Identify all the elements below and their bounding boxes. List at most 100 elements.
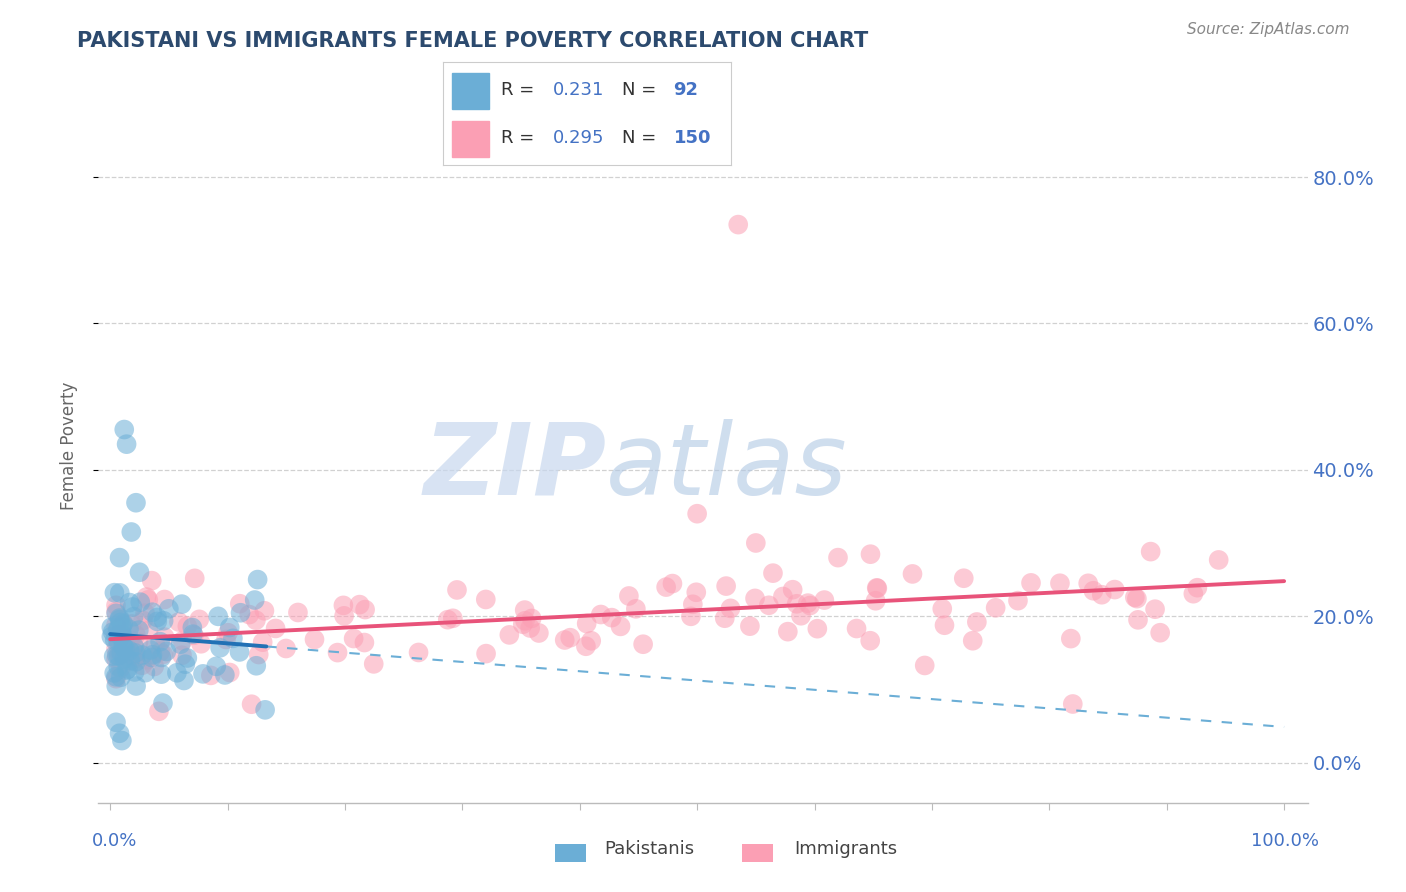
- Point: [124, 649, 146, 664]
- Point: [103, 665, 125, 680]
- Point: [153, 630, 176, 644]
- Point: [436, 613, 458, 627]
- Text: 0.231: 0.231: [553, 80, 603, 99]
- Point: [222, 632, 245, 646]
- Point: [141, 605, 163, 619]
- Point: [790, 608, 813, 623]
- Text: N =: N =: [621, 129, 662, 147]
- Point: [655, 580, 678, 594]
- Point: [901, 566, 924, 581]
- Point: [176, 619, 198, 633]
- Point: [111, 620, 134, 634]
- Point: [682, 597, 704, 611]
- Point: [181, 620, 204, 634]
- Point: [105, 629, 128, 643]
- Point: [135, 653, 157, 667]
- Point: [181, 627, 204, 641]
- Point: [245, 658, 267, 673]
- Point: [155, 644, 177, 658]
- Point: [714, 579, 737, 593]
- Point: [589, 607, 612, 622]
- Point: [124, 651, 146, 665]
- Point: [122, 609, 145, 624]
- Point: [560, 631, 582, 645]
- Point: [209, 640, 232, 655]
- Point: [105, 715, 128, 730]
- Point: [575, 639, 598, 653]
- Point: [1208, 553, 1230, 567]
- Point: [813, 593, 835, 607]
- Point: [125, 628, 148, 642]
- Text: 0.0%: 0.0%: [91, 832, 136, 850]
- Point: [245, 613, 267, 627]
- Point: [797, 596, 820, 610]
- Point: [1007, 593, 1029, 607]
- Point: [125, 679, 148, 693]
- Point: [520, 611, 543, 625]
- Point: [217, 625, 239, 640]
- Point: [1182, 587, 1205, 601]
- Text: 150: 150: [673, 129, 711, 147]
- Point: [108, 726, 131, 740]
- Point: [1126, 591, 1149, 606]
- Point: [112, 640, 135, 655]
- Point: [782, 582, 804, 597]
- Point: [118, 596, 141, 610]
- Point: [229, 606, 252, 620]
- Point: [218, 665, 240, 680]
- Point: [100, 620, 122, 634]
- Text: atlas: atlas: [606, 419, 848, 516]
- Point: [117, 662, 139, 676]
- Point: [110, 615, 132, 630]
- Point: [600, 610, 623, 624]
- Point: [115, 641, 138, 656]
- Point: [1104, 582, 1126, 597]
- Point: [617, 589, 640, 603]
- Point: [786, 597, 808, 611]
- Point: [101, 625, 124, 640]
- Point: [152, 614, 174, 628]
- Point: [107, 648, 129, 663]
- Point: [247, 648, 270, 662]
- Point: [115, 663, 138, 677]
- Point: [1144, 602, 1167, 616]
- Point: [125, 642, 148, 657]
- Point: [112, 637, 135, 651]
- Point: [110, 661, 132, 675]
- Point: [745, 536, 768, 550]
- Point: [1139, 544, 1161, 558]
- Point: [146, 610, 169, 624]
- Point: [124, 646, 146, 660]
- Point: [865, 593, 887, 607]
- Point: [287, 606, 309, 620]
- Point: [121, 616, 143, 631]
- Point: [138, 624, 160, 638]
- Point: [124, 665, 146, 679]
- Point: [845, 622, 868, 636]
- Point: [205, 659, 228, 673]
- Point: [107, 623, 129, 637]
- Point: [631, 637, 654, 651]
- Point: [758, 599, 780, 613]
- Text: PAKISTANI VS IMMIGRANTS FEMALE POVERTY CORRELATION CHART: PAKISTANI VS IMMIGRANTS FEMALE POVERTY C…: [77, 31, 869, 51]
- Point: [207, 609, 229, 624]
- Point: [115, 437, 138, 451]
- Point: [121, 648, 143, 663]
- Point: [150, 667, 173, 681]
- Point: [148, 704, 170, 718]
- Point: [229, 597, 252, 611]
- Point: [112, 640, 135, 654]
- Point: [966, 615, 988, 629]
- Point: [184, 571, 207, 585]
- Point: [131, 658, 153, 673]
- Point: [105, 599, 128, 613]
- Point: [157, 601, 180, 615]
- Point: [1187, 581, 1209, 595]
- Point: [141, 650, 163, 665]
- Point: [408, 645, 430, 659]
- Point: [120, 524, 142, 539]
- Text: 0.295: 0.295: [553, 129, 605, 147]
- Point: [720, 601, 742, 615]
- Point: [575, 616, 598, 631]
- Point: [141, 574, 163, 588]
